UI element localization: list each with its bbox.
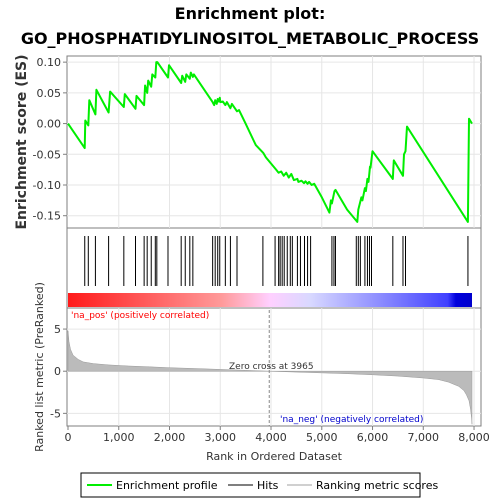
ranking-y-ticks: 5 0 -5 <box>50 323 67 420</box>
zero-cross-label: Zero cross at 3965 <box>229 362 314 372</box>
ranking-y-axis-title: Ranked list metric (PreRanked) <box>33 282 46 452</box>
es-y-tick-label: 0.10 <box>37 56 62 69</box>
legend-hits-label: Hits <box>257 479 279 492</box>
legend-metric-label: Ranking metric scores <box>316 479 438 492</box>
enrichment-grid <box>67 56 481 228</box>
rank-x-tick-label: 8,000 <box>458 431 490 444</box>
es-y-tick-label: 0.00 <box>37 118 62 131</box>
es-y-tick-label: -0.10 <box>33 179 61 192</box>
rank-x-tick-label: 6,000 <box>357 431 389 444</box>
rank-x-tick-label: 1,000 <box>103 431 135 444</box>
ranking-metric-area <box>67 330 473 425</box>
ranking-color-bar <box>68 293 472 307</box>
rank-x-tick-label: 3,000 <box>205 431 237 444</box>
rank-x-tick-label: 4,000 <box>255 431 287 444</box>
rank-y-tick-label: 5 <box>54 323 61 336</box>
es-y-tick-label: -0.15 <box>33 210 61 223</box>
rank-y-tick-label: -5 <box>50 407 61 420</box>
neg-correlated-label: 'na_neg' (negatively correlated) <box>280 415 423 425</box>
ranking-x-ticks: 0 1,000 2,000 3,000 4,000 5,000 6,000 7,000 8,00… <box>65 426 490 444</box>
enrichment-profile-line <box>67 61 473 223</box>
legend-es-label: Enrichment profile <box>116 479 218 492</box>
enrichment-y-ticks: 0.10 0.05 0.00 -0.05 -0.10 -0.15 <box>33 56 67 223</box>
es-y-tick-label: -0.05 <box>33 148 61 161</box>
enrichment-y-axis-title: Enrichment score (ES) <box>14 54 30 229</box>
rank-y-tick-label: 0 <box>54 365 61 378</box>
chart-title-line2: GO_PHOSPHATIDYLINOSITOL_METABOLIC_PROCES… <box>21 29 479 48</box>
pos-correlated-label: 'na_pos' (positively correlated) <box>71 311 209 321</box>
hit-markers <box>84 236 469 286</box>
rank-x-tick-label: 0 <box>65 431 72 444</box>
es-y-tick-label: 0.05 <box>37 87 62 100</box>
chart-title-line1: Enrichment plot: <box>175 4 326 23</box>
rank-x-tick-label: 5,000 <box>306 431 338 444</box>
rank-x-tick-label: 7,000 <box>408 431 440 444</box>
enrichment-panel <box>66 55 482 229</box>
ranking-x-axis-title: Rank in Ordered Dataset <box>206 450 343 463</box>
rank-x-tick-label: 2,000 <box>154 431 186 444</box>
enrichment-series <box>67 61 473 223</box>
